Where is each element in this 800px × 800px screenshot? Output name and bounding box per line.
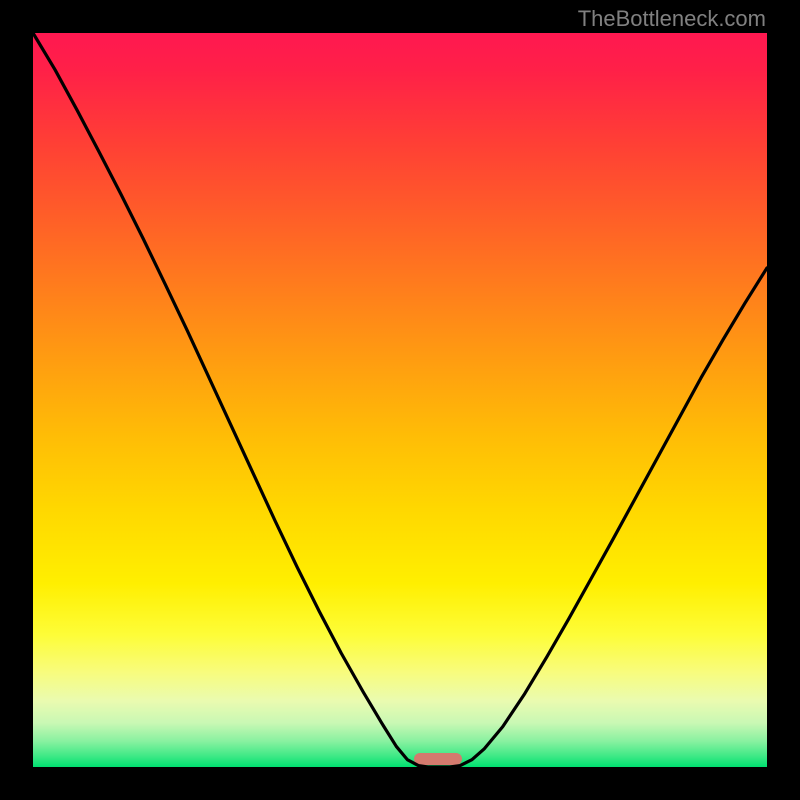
chart-frame: TheBottleneck.com <box>0 0 800 800</box>
watermark-text: TheBottleneck.com <box>578 6 766 32</box>
notch-flat-marker <box>414 753 462 765</box>
plot-gradient-background <box>33 33 767 767</box>
